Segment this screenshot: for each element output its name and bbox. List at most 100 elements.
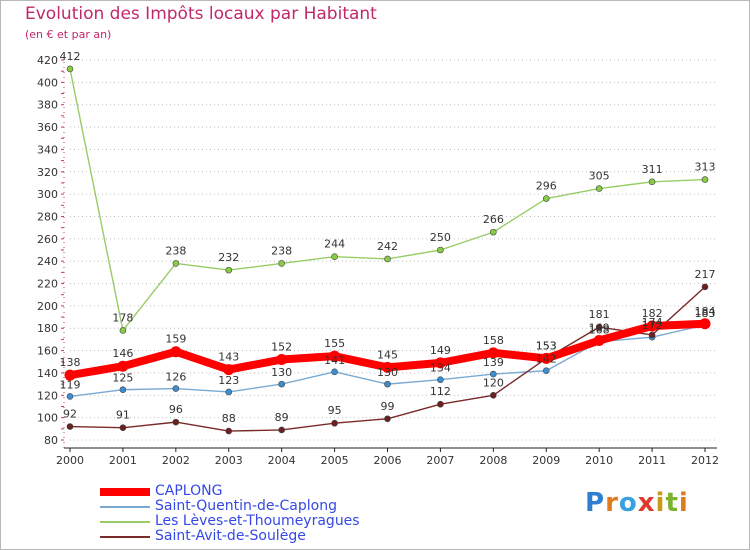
data-point bbox=[331, 419, 338, 427]
y-tick-label: 180 bbox=[37, 322, 58, 335]
data-point bbox=[648, 178, 656, 186]
y-tick-label: 200 bbox=[37, 300, 58, 313]
logo-letter: i bbox=[655, 488, 666, 518]
data-point bbox=[66, 423, 74, 430]
data-point bbox=[382, 361, 393, 373]
data-point bbox=[384, 255, 391, 263]
data-label: 182 bbox=[642, 307, 663, 320]
data-label: 91 bbox=[116, 409, 130, 422]
data-label: 296 bbox=[536, 180, 557, 193]
y-tick-label: 140 bbox=[37, 367, 58, 380]
data-label: 313 bbox=[695, 161, 716, 174]
data-point bbox=[331, 253, 338, 261]
data-label: 174 bbox=[642, 316, 663, 329]
data-label: 412 bbox=[60, 50, 81, 63]
data-point bbox=[225, 427, 233, 435]
y-tick-label: 120 bbox=[37, 389, 58, 402]
data-point bbox=[487, 347, 499, 359]
data-label: 138 bbox=[60, 356, 81, 369]
legend-item: Saint-Quentin-de-Caplong bbox=[100, 499, 400, 514]
data-label: 178 bbox=[112, 311, 133, 324]
data-label: 238 bbox=[165, 244, 186, 257]
data-point bbox=[172, 418, 180, 426]
data-label: 125 bbox=[112, 372, 133, 385]
data-label: 99 bbox=[381, 400, 395, 413]
chart-title: Evolution des Impôts locaux par Habitant bbox=[25, 4, 377, 24]
data-label: 141 bbox=[324, 354, 345, 367]
legend-swatch bbox=[100, 488, 150, 496]
data-point bbox=[540, 352, 552, 364]
x-tick-label: 2007 bbox=[426, 454, 454, 467]
y-tick-label: 280 bbox=[37, 210, 58, 223]
data-label: 159 bbox=[165, 333, 186, 346]
y-tick-label: 100 bbox=[37, 412, 58, 425]
data-point bbox=[172, 260, 180, 267]
y-tick-label: 320 bbox=[37, 166, 58, 179]
data-point bbox=[699, 318, 711, 330]
data-point bbox=[490, 228, 497, 236]
data-label: 250 bbox=[430, 231, 451, 244]
data-point bbox=[276, 354, 288, 366]
data-label: 120 bbox=[483, 376, 504, 389]
chart-subtitle: (en € et par an) bbox=[25, 28, 112, 41]
data-point bbox=[172, 385, 180, 392]
data-label: 181 bbox=[589, 308, 610, 321]
x-tick-label: 2008 bbox=[479, 454, 507, 467]
data-point bbox=[225, 266, 233, 274]
x-tick-label: 2012 bbox=[691, 454, 719, 467]
legend-label: Saint-Avit-de-Soulège bbox=[155, 528, 306, 544]
data-label: 112 bbox=[430, 385, 451, 398]
data-label: 158 bbox=[483, 334, 504, 347]
data-label: 168 bbox=[589, 324, 610, 337]
data-label: 146 bbox=[112, 347, 133, 360]
data-point bbox=[64, 369, 76, 381]
data-label: 126 bbox=[165, 371, 186, 384]
y-tick-label: 160 bbox=[37, 345, 58, 358]
data-label: 143 bbox=[218, 351, 239, 364]
data-point bbox=[278, 260, 285, 267]
data-point bbox=[119, 327, 127, 334]
logo-letter: P bbox=[585, 488, 606, 518]
y-tick-label: 380 bbox=[37, 99, 58, 112]
data-label: 153 bbox=[536, 339, 557, 352]
legend-swatch bbox=[100, 536, 150, 538]
data-label: 169 bbox=[589, 322, 610, 335]
y-tick-label: 420 bbox=[37, 54, 58, 67]
data-point bbox=[223, 364, 235, 376]
data-point bbox=[384, 380, 391, 388]
data-point bbox=[646, 320, 658, 332]
data-label: 242 bbox=[377, 240, 398, 253]
x-tick-label: 2003 bbox=[215, 454, 243, 467]
logo-letter: x bbox=[637, 488, 656, 518]
series-line bbox=[69, 68, 706, 332]
x-tick-label: 2005 bbox=[321, 454, 349, 467]
data-label: 130 bbox=[377, 366, 398, 379]
data-point bbox=[278, 426, 285, 434]
data-label: 123 bbox=[218, 374, 239, 387]
logo-letter: o bbox=[618, 488, 638, 518]
data-point bbox=[542, 195, 550, 202]
data-label: 134 bbox=[430, 362, 451, 375]
data-label: 152 bbox=[271, 341, 292, 354]
data-label: 139 bbox=[483, 356, 504, 369]
x-tick-label: 2011 bbox=[638, 454, 666, 467]
data-label: 88 bbox=[222, 412, 236, 425]
x-tick-label: 2010 bbox=[585, 454, 613, 467]
data-point bbox=[278, 380, 285, 388]
data-point bbox=[595, 185, 603, 192]
data-label: 145 bbox=[377, 348, 398, 361]
data-label: 172 bbox=[642, 319, 663, 332]
x-tick-label: 2004 bbox=[268, 454, 296, 467]
axes: 80 100 120 140 160 180 200 220 240 260 280 300 320 34… bbox=[37, 52, 719, 467]
data-labels: 412 178 238 232 238 244 242 250 266 296 305 311 313 1… bbox=[60, 50, 716, 425]
data-label: 149 bbox=[430, 344, 451, 357]
data-label: 184 bbox=[695, 305, 716, 318]
y-tick-label: 400 bbox=[37, 76, 58, 89]
data-point bbox=[170, 346, 182, 358]
data-point bbox=[437, 376, 444, 383]
data-point bbox=[331, 368, 338, 376]
data-point bbox=[119, 386, 127, 394]
data-label: 130 bbox=[271, 366, 292, 379]
legend-label: Saint-Quentin-de-Caplong bbox=[155, 498, 337, 514]
data-point bbox=[66, 393, 74, 400]
